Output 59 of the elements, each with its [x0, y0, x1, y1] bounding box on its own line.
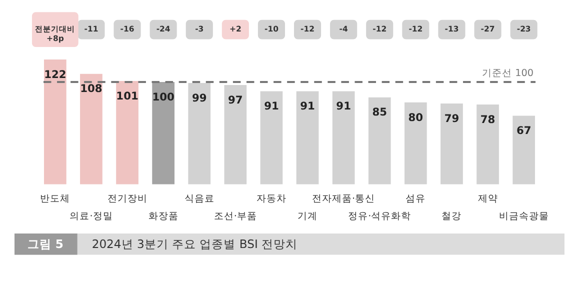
text: -3 [195, 24, 204, 34]
text: 전분기대비 +8p [35, 24, 76, 44]
bar [404, 102, 427, 184]
bar [116, 80, 138, 184]
text: +2 [230, 24, 242, 34]
text: -12 [372, 24, 387, 34]
x-tick-label: 의료·정밀 [70, 210, 113, 222]
text: -16 [120, 24, 134, 34]
bar [224, 85, 247, 184]
bar [476, 104, 499, 184]
text: -23 [516, 24, 531, 34]
ref-line-label: 기준선 100 [482, 68, 534, 80]
bar [152, 82, 174, 184]
data-label: 85 [372, 106, 388, 119]
x-tick-label: 화장품 [148, 210, 178, 222]
text: -10 [264, 24, 278, 34]
data-label: 91 [300, 100, 315, 113]
data-label: 108 [80, 82, 102, 96]
data-label: 97 [228, 93, 243, 106]
text: -12 [300, 24, 314, 34]
x-tick-label: 제약 [478, 194, 498, 205]
text: -11 [84, 24, 98, 34]
bar [440, 103, 463, 184]
bar [368, 97, 391, 184]
x-tick-label: 비금속광물 [498, 210, 549, 222]
x-tick-label: 자동차 [256, 194, 286, 205]
text: -4 [339, 24, 348, 34]
x-tick-label: 조선·부품 [214, 210, 257, 222]
bar [332, 91, 355, 184]
x-tick-label: 철강 [442, 210, 462, 222]
data-label: 79 [444, 112, 460, 125]
caption: 그림 5 [27, 236, 64, 251]
bar [80, 74, 102, 184]
bar [260, 91, 283, 184]
x-tick-label: 전기장비 [107, 194, 148, 205]
bar [296, 91, 319, 184]
data-label: 80 [408, 110, 424, 124]
x-tick-label: 반도체 [40, 194, 70, 205]
text: -27 [480, 24, 495, 34]
text: 2024년 3분기 주요 업종별 BSI 전망치 [92, 236, 298, 251]
bar [44, 60, 66, 184]
x-tick-label: 기계 [298, 210, 318, 222]
x-tick-label: 섬유 [406, 194, 426, 205]
x-tick-label: 정유·석유화학 [348, 210, 412, 222]
data-label: 67 [516, 124, 532, 138]
text: -13 [444, 24, 459, 34]
text: -12 [408, 24, 423, 34]
data-label: 91 [264, 100, 279, 113]
data-label: 122 [44, 68, 66, 81]
bar [188, 83, 211, 184]
data-label: 99 [192, 91, 207, 104]
data-label: 100 [152, 90, 174, 104]
data-label: 91 [336, 100, 351, 113]
x-tick-label: 전자제품·통신 [312, 194, 376, 205]
x-tick-label: 식음료 [184, 194, 214, 205]
data-label: 78 [480, 112, 496, 126]
data-label: 101 [116, 89, 138, 102]
bar [512, 116, 536, 184]
text: -24 [156, 24, 171, 34]
